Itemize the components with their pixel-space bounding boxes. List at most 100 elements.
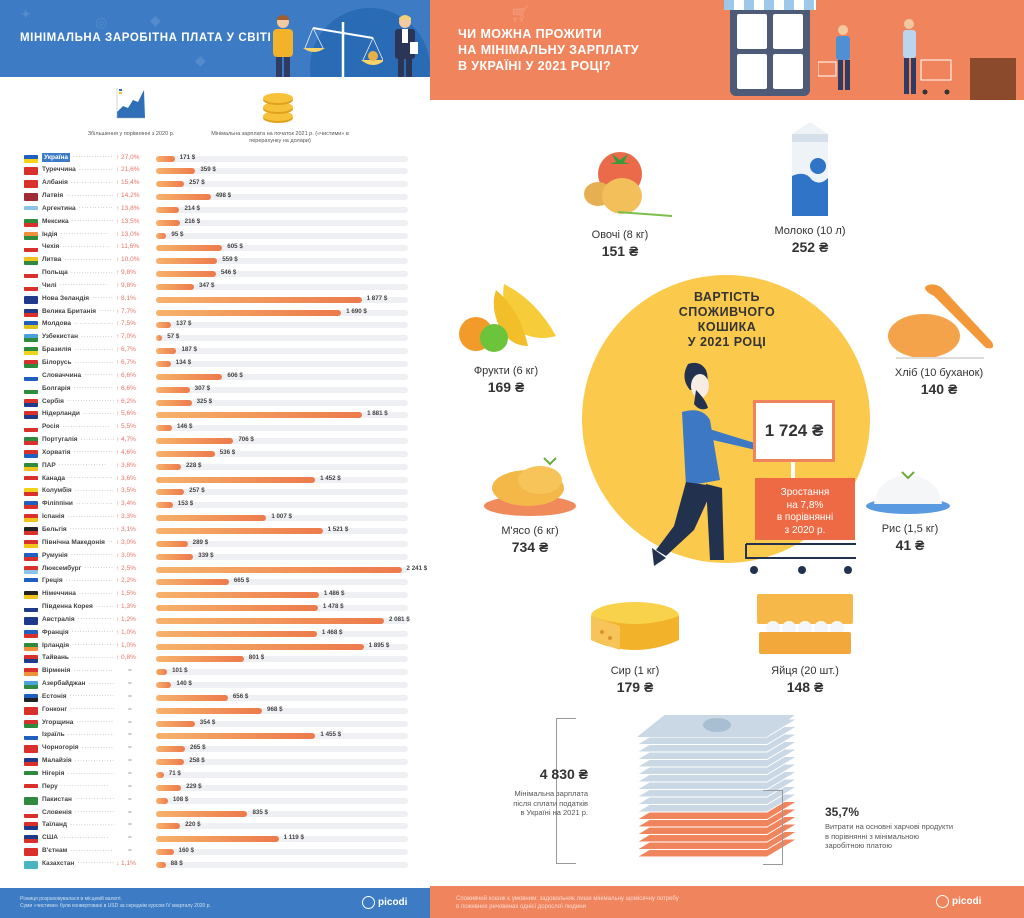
wage-value-label: 347 $ [199, 281, 215, 289]
wage-bar [156, 823, 181, 830]
bar-track [156, 823, 408, 830]
growth-label: ↑ 7,7% [116, 307, 136, 315]
bar-track [156, 450, 408, 457]
wage-value-label: 1 119 $ [283, 834, 304, 842]
chart-row: Велика Британія··················↑ 7,7% 1… [24, 306, 408, 319]
growth-label: = [128, 705, 132, 713]
growth-line: Зростання [780, 487, 830, 498]
growth-label: ↑ 3,8% [116, 461, 136, 469]
country-label: Нігерія [42, 770, 65, 777]
growth-label: = [128, 692, 132, 700]
bar-track [156, 784, 408, 791]
decor-icon: ◆ [150, 12, 161, 28]
growth-label: = [128, 744, 132, 752]
country-label: Перу [42, 782, 58, 790]
country-flag-icon [24, 578, 38, 587]
growth-label: ↑ 6,7% [116, 346, 136, 354]
chart-row: Ірландія··················↑ 1,0% 1 895 $ [24, 640, 408, 653]
cart-wheels-icon [745, 543, 856, 574]
growth-label: = [128, 782, 132, 790]
growth-label: ↑ 4,6% [116, 448, 136, 456]
wage-value-label: 95 $ [171, 230, 184, 238]
growth-label: ↑ 3,6% [116, 474, 136, 482]
country-flag-icon [24, 308, 38, 317]
wage-bar [156, 656, 244, 663]
leader-dots: ·················· [75, 499, 114, 507]
chart-row: Болгарія··················↑ 6,6% 307 $ [24, 383, 408, 396]
leader-dots: ·················· [58, 461, 107, 469]
picodi-logo[interactable]: picodi [936, 895, 981, 908]
chart-row: Сербія ·················· ↑ 6,2% 325 $ [24, 396, 408, 409]
country-label: Люксембург [42, 564, 82, 572]
wage-value-label: 187 $ [181, 346, 197, 354]
wage-bar [156, 810, 248, 817]
bar-track [156, 194, 408, 201]
country-flag-icon [24, 629, 38, 638]
wage-bar [156, 707, 263, 714]
leader-dots: ·················· [64, 255, 113, 263]
country-flag-icon [24, 809, 38, 818]
wage-bar [156, 335, 163, 342]
wage-bar [156, 348, 177, 355]
country-label: Франція [42, 628, 69, 636]
growth-label: ↑ 3,3% [116, 513, 136, 521]
leader-dots: ·················· [84, 371, 114, 379]
shop-window [773, 14, 803, 49]
fruits-icon [459, 284, 556, 352]
picodi-logo[interactable]: picodi [362, 896, 407, 909]
country-label: Латвія [42, 192, 64, 200]
wage-value-label: 1 690 $ [346, 307, 367, 315]
country-flag-icon [24, 552, 38, 561]
shop-illustration [724, 0, 816, 96]
country-flag-icon [24, 244, 38, 253]
leader-dots: ·················· [70, 178, 114, 186]
title-line: ЧИ МОЖНА ПРОЖИТИ [458, 27, 603, 41]
basket-item-bread: Хліб (10 буханок) 140 ₴ [874, 280, 1004, 397]
growth-label: ↑ 7,0% [116, 333, 136, 341]
chart-row: Словаччина··················↑ 6,6% 606 $ [24, 370, 408, 383]
food-share-value: 35,7% [825, 805, 860, 819]
chart-row: Угорщина·················· = 354 $ [24, 717, 408, 730]
country-flag-icon [24, 526, 38, 535]
growth-label: ↑ 1,5% [116, 590, 136, 598]
bar-track [156, 181, 408, 188]
wage-value-label: 1 895 $ [368, 641, 390, 649]
bar-track [156, 849, 408, 856]
leader-dots: ·················· [62, 242, 111, 250]
country-flag-icon [24, 719, 38, 728]
wage-bar [156, 476, 316, 483]
basket-item-rice: Рис (1,5 кг) 41 ₴ [850, 468, 970, 553]
country-flag-icon [24, 758, 38, 767]
wage-value-label: 265 $ [190, 744, 206, 752]
chart-row: Філіппіни··················↑ 3,4% 153 $ [24, 499, 408, 512]
growth-label: ↑ 11,6% [116, 243, 140, 251]
wage-bar [156, 309, 342, 316]
basket-total-value: 1 724 ₴ [764, 421, 824, 440]
wage-value-label: 153 $ [177, 500, 194, 508]
country-flag-icon [24, 437, 38, 446]
growth-label: ↑ 1,0% [116, 641, 136, 649]
chart-row: Таїланд ·················· = 220 $ [24, 820, 408, 833]
wage-bar [156, 733, 316, 740]
growth-label: ↑ 6,6% [116, 384, 136, 392]
legend-wage-label: Мінімальна зарплата на початок 2021 р. (… [211, 131, 349, 144]
wage-bar [156, 245, 223, 252]
decor-icon: ✦ [20, 6, 32, 22]
chart-row: В'єтнам ·················· = 160 $ [24, 846, 408, 859]
chart-row: Мексика··················↑ 13,5% 216 $ [24, 216, 408, 229]
country-label: Узбекистан [42, 333, 79, 341]
growth-label: ↑ 13,8% [116, 204, 140, 212]
country-label: Таїланд [42, 821, 68, 829]
country-flag-icon [24, 514, 38, 523]
decor-icon: ◆ [195, 52, 206, 68]
wage-bar [156, 849, 174, 856]
chart-row: США ·················· = 1 119 $ [24, 833, 408, 846]
wage-value-label: 71 $ [168, 770, 181, 777]
wage-bar [156, 194, 211, 201]
wage-bar [156, 566, 402, 573]
left-header-banner: ✦ ◎ ◆ ◆ МІНІМАЛЬНА ЗАРОБІТНА ПЛАТА У СВІ… [0, 0, 430, 77]
shopper-illustration-icon [818, 25, 850, 90]
leader-dots: ·················· [77, 615, 114, 623]
wage-bar [156, 836, 279, 843]
wage-bar [156, 746, 186, 753]
